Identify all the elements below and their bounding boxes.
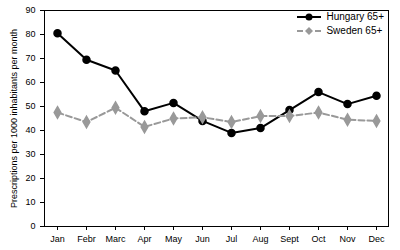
svg-text:Jul: Jul xyxy=(226,234,238,244)
svg-text:Marc: Marc xyxy=(106,234,126,244)
svg-text:60: 60 xyxy=(25,77,35,87)
svg-text:90: 90 xyxy=(25,5,35,15)
svg-text:20: 20 xyxy=(25,173,35,183)
svg-text:0: 0 xyxy=(30,221,35,231)
svg-text:Prescriptions per 1000 inhabit: Prescriptions per 1000 inhabitants per m… xyxy=(9,29,19,208)
svg-text:Sept: Sept xyxy=(280,234,299,244)
svg-text:50: 50 xyxy=(25,101,35,111)
svg-text:10: 10 xyxy=(25,197,35,207)
svg-text:Aug: Aug xyxy=(252,234,268,244)
svg-text:Dec: Dec xyxy=(368,234,385,244)
svg-text:Oct: Oct xyxy=(311,234,326,244)
svg-text:40: 40 xyxy=(25,125,35,135)
svg-text:70: 70 xyxy=(25,53,35,63)
svg-text:Jun: Jun xyxy=(195,234,210,244)
svg-text:Apr: Apr xyxy=(137,234,151,244)
svg-text:30: 30 xyxy=(25,149,35,159)
svg-text:Febr: Febr xyxy=(77,234,96,244)
svg-text:May: May xyxy=(165,234,183,244)
svg-text:Nov: Nov xyxy=(339,234,356,244)
svg-text:Jan: Jan xyxy=(50,234,65,244)
html-text:Hungary 65+: Hungary 65+ xyxy=(326,11,384,22)
html-text:Sweden 65+: Sweden 65+ xyxy=(326,25,383,36)
svg-text:80: 80 xyxy=(25,29,35,39)
